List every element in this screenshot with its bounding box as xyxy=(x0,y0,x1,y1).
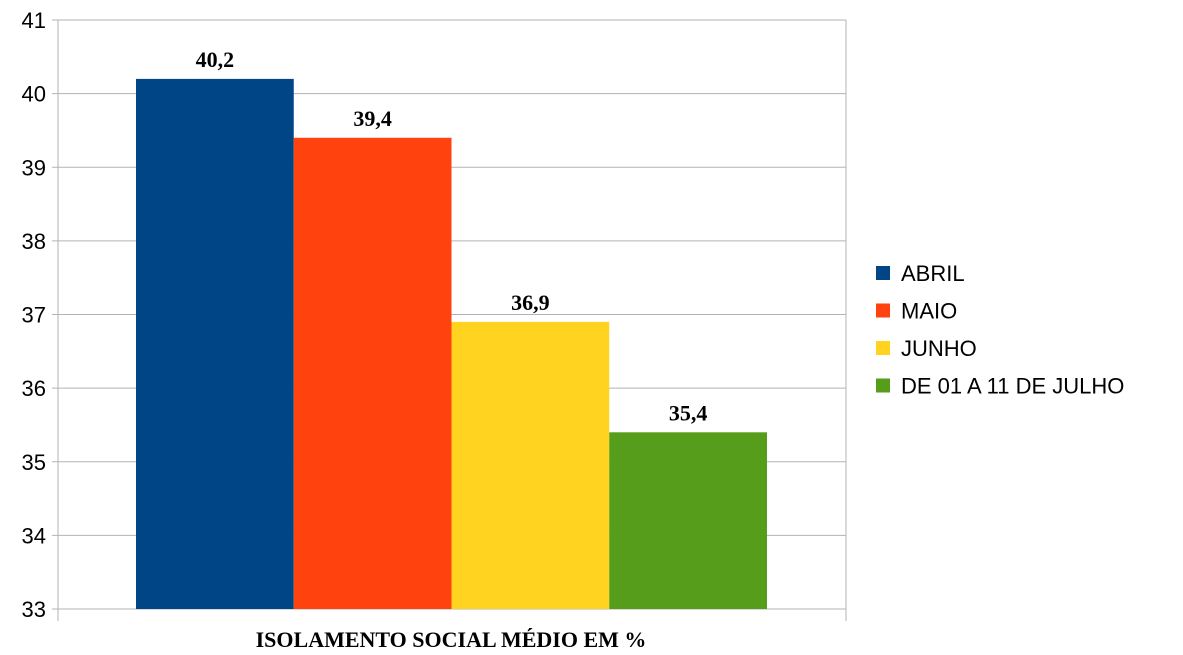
data-label: 40,2 xyxy=(196,47,235,72)
bars xyxy=(136,78,767,610)
data-labels: 40,2 39,4 36,9 35,4 xyxy=(196,47,708,425)
bar-de-01-a-11-de-julho xyxy=(609,432,767,609)
y-tick-label: 39 xyxy=(22,155,46,180)
y-tick-label: 38 xyxy=(22,229,46,254)
bar-junho xyxy=(451,321,610,609)
legend-swatch xyxy=(876,303,890,318)
legend-label: ABRIL xyxy=(901,261,965,286)
legend-label: MAIO xyxy=(901,299,957,324)
legend-label: JUNHO xyxy=(901,336,977,361)
y-tick-label: 33 xyxy=(22,597,46,622)
y-tick-label: 40 xyxy=(22,82,46,107)
x-axis-category-label: ISOLAMENTO SOCIAL MÉDIO EM % xyxy=(256,627,647,652)
bar-abril xyxy=(136,78,294,609)
y-tick-label: 41 xyxy=(22,8,46,33)
y-tick-label: 36 xyxy=(22,376,46,401)
y-tick-label: 35 xyxy=(22,450,46,475)
legend-swatch xyxy=(876,266,890,280)
legend-label: DE 01 A 11 DE JULHO xyxy=(901,374,1124,399)
data-label: 39,4 xyxy=(353,106,392,131)
data-label: 36,9 xyxy=(511,290,550,315)
y-tick-label: 34 xyxy=(22,523,46,548)
legend-swatch xyxy=(876,341,890,355)
legend-swatch xyxy=(876,378,890,393)
y-tick-label: 37 xyxy=(22,303,46,328)
data-label: 35,4 xyxy=(669,400,708,425)
legend: ABRIL MAIO JUNHO DE 01 A 11 DE JULHO xyxy=(876,261,1124,399)
bar-maio xyxy=(293,137,452,610)
